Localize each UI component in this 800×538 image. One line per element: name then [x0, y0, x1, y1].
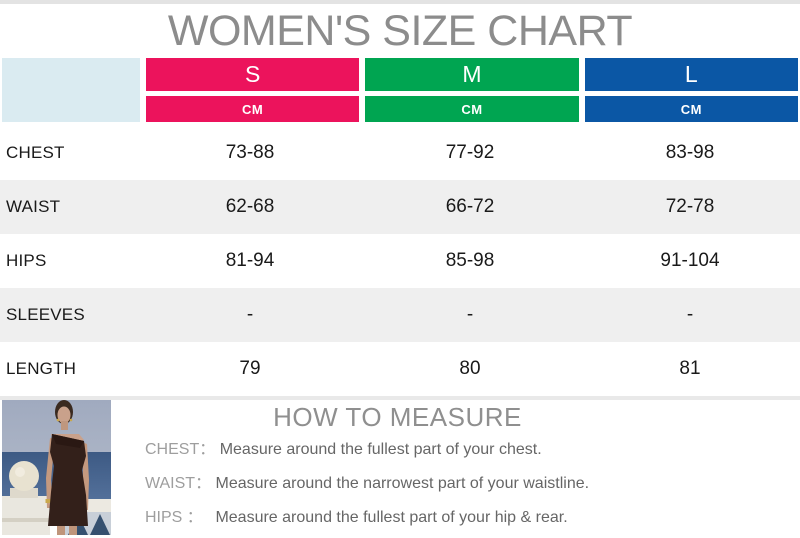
table-row-length: LENGTH 79 80 81	[0, 342, 800, 396]
measure-label: WAIST：	[145, 475, 212, 492]
size-table-header: S M L CM CM CM	[2, 58, 798, 122]
cell-value: 62-68	[225, 196, 275, 217]
measure-text: Measure around the fullest part of your …	[215, 509, 568, 526]
cell-value: 81	[679, 358, 701, 379]
product-photo	[2, 400, 111, 535]
unit-cell-s: CM	[146, 96, 360, 122]
measure-label: CHEST：	[145, 441, 216, 458]
cell-value: -	[686, 304, 694, 325]
size-header-l: L	[584, 58, 798, 91]
page-title: WOMEN'S SIZE CHART	[167, 6, 633, 55]
measure-text: Measure around the fullest part of your …	[219, 441, 542, 458]
table-row-sleeves: SLEEVES - - -	[0, 288, 800, 342]
table-row-waist: WAIST 62-68 66-72 72-78	[0, 180, 800, 234]
unit-cell-m: CM	[365, 96, 579, 122]
row-label: LENGTH	[6, 359, 77, 378]
measure-instructions: HOW TO MEASURE CHEST： Measure around the…	[111, 400, 800, 538]
cell-value: 85-98	[445, 250, 495, 271]
unit-cell-l: CM	[584, 96, 798, 122]
cell-value: 66-72	[445, 196, 495, 217]
size-header-m: M	[365, 58, 579, 91]
measure-text: Measure around the narrowest part of you…	[215, 475, 590, 492]
row-label: HIPS	[6, 251, 47, 270]
cell-value: 81-94	[225, 250, 275, 271]
table-row-hips: HIPS 81-94 85-98 91-104	[0, 234, 800, 288]
cell-value: 91-104	[660, 250, 720, 271]
size-table-body: CHEST 73-88 77-92 83-98 WAIST 62-68 66-7…	[0, 126, 800, 396]
measure-item-chest: CHEST： Measure around the fullest part o…	[145, 439, 800, 460]
cell-value: 77-92	[445, 142, 495, 163]
table-row-chest: CHEST 73-88 77-92 83-98	[0, 126, 800, 180]
cell-value: 73-88	[225, 142, 275, 163]
cell-value: 79	[239, 358, 261, 379]
cell-value: 80	[459, 358, 481, 379]
section-divider	[0, 396, 800, 400]
measure-label: HIPS ：	[145, 509, 203, 526]
cell-value: 83-98	[665, 142, 715, 163]
measure-item-waist: WAIST： Measure around the narrowest part…	[145, 473, 800, 494]
how-to-measure-section: HOW TO MEASURE CHEST： Measure around the…	[0, 400, 800, 538]
row-label: SLEEVES	[6, 305, 85, 324]
cell-value: 72-78	[665, 196, 715, 217]
row-label: WAIST	[6, 197, 61, 216]
cell-value: -	[246, 304, 254, 325]
top-divider	[0, 0, 800, 4]
how-to-measure-title: HOW TO MEASURE	[273, 402, 522, 432]
measure-item-hips: HIPS ： Measure around the fullest part o…	[145, 507, 800, 528]
size-header-s: S	[146, 58, 360, 91]
row-label: CHEST	[6, 143, 65, 162]
cell-value: -	[466, 304, 474, 325]
corner-cell	[2, 58, 140, 122]
